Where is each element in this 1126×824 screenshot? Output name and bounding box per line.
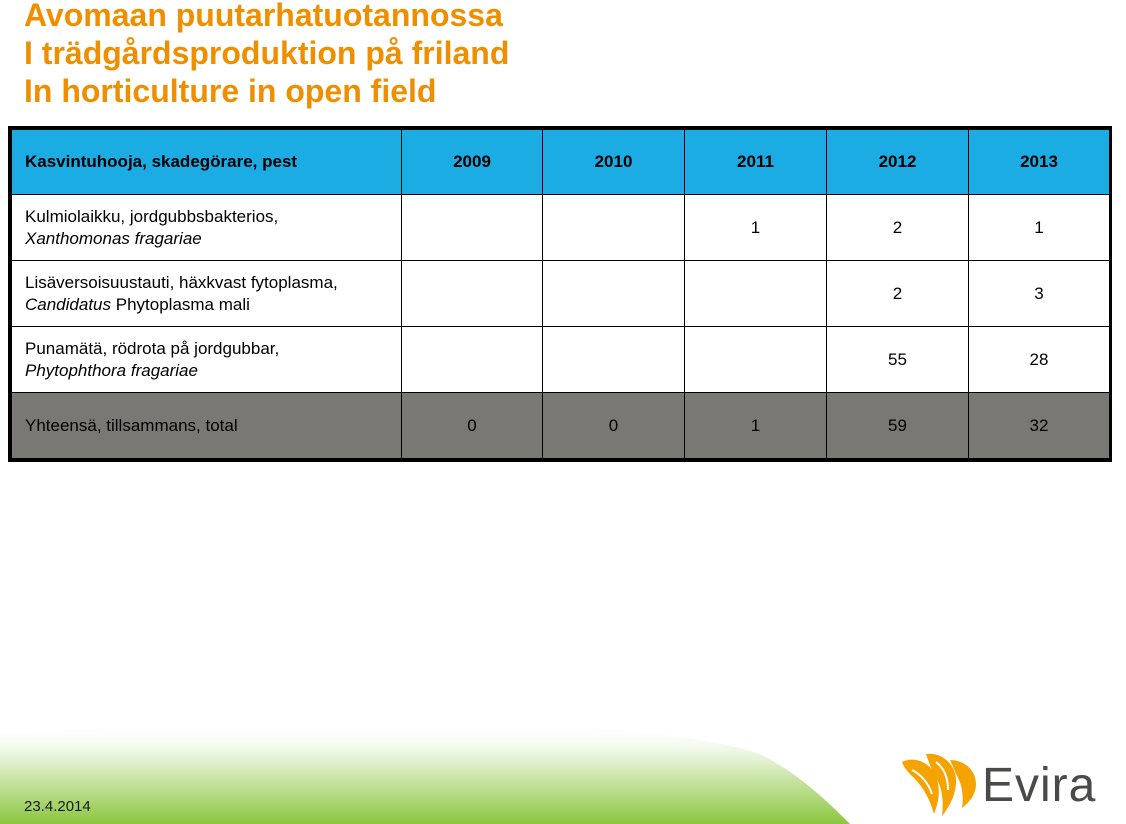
pest-name-cell: Lisäversoisuustauti, häxkvast fytoplasma… [11,260,402,327]
header-year-2013: 2013 [968,129,1110,195]
evira-logo-icon [902,753,976,816]
footer-green-swoosh [0,720,850,824]
value-cell-2011: 1 [684,194,827,261]
total-cell-2013: 32 [968,392,1110,459]
slide-title: Avomaan puutarhatuotannossa I trädgårdsp… [24,0,509,110]
footer-date: 23.4.2014 [24,798,91,815]
table-row: Lisäversoisuustauti, häxkvast fytoplasma… [11,260,1110,327]
pest-scientific-suffix: Phytoplasma mali [111,294,250,314]
pest-common-name: Punamätä, rödrota på jordgubbar, [25,338,280,358]
pest-scientific-name: Candidatus [25,294,112,314]
logo-wordmark: Evira [982,759,1097,812]
value-cell-2010 [542,326,685,393]
table-header-row: Kasvintuhooja, skadegörare, pest 2009 20… [11,129,1110,195]
pest-table-frame: Kasvintuhooja, skadegörare, pest 2009 20… [8,126,1112,462]
value-cell-2012: 55 [826,326,969,393]
title-line-finnish: Avomaan puutarhatuotannossa [24,0,503,33]
pest-name-cell: Punamätä, rödrota på jordgubbar, Phytoph… [11,326,402,393]
header-year-2009: 2009 [401,129,543,195]
value-cell-2009 [401,260,543,327]
total-cell-2011: 1 [684,392,827,459]
header-year-2012: 2012 [826,129,969,195]
table-total-row: Yhteensä, tillsammans, total 0 0 1 59 32 [11,392,1110,459]
evira-logo: Evira [896,748,1108,820]
total-cell-2009: 0 [401,392,543,459]
header-year-2011: 2011 [684,129,827,195]
total-cell-2010: 0 [542,392,685,459]
value-cell-2010 [542,260,685,327]
total-cell-2012: 59 [826,392,969,459]
total-label: Yhteensä, tillsammans, total [11,392,402,459]
value-cell-2011 [684,326,827,393]
table-row: Punamätä, rödrota på jordgubbar, Phytoph… [11,326,1110,393]
value-cell-2010 [542,194,685,261]
title-line-swedish: I trädgårdsproduktion på friland [24,35,510,71]
value-cell-2013: 1 [968,194,1110,261]
header-pest: Kasvintuhooja, skadegörare, pest [11,129,402,195]
value-cell-2013: 3 [968,260,1110,327]
value-cell-2012: 2 [826,194,969,261]
value-cell-2009 [401,326,543,393]
pest-scientific-name: Xanthomonas fragariae [25,228,202,248]
pest-common-name: Lisäversoisuustauti, häxkvast fytoplasma… [25,272,338,292]
header-year-2010: 2010 [542,129,685,195]
title-line-english: In horticulture in open field [24,73,437,109]
value-cell-2013: 28 [968,326,1110,393]
pest-table: Kasvintuhooja, skadegörare, pest 2009 20… [11,129,1110,459]
pest-scientific-name: Phytophthora fragariae [25,360,198,380]
pest-common-name: Kulmiolaikku, jordgubbsbakterios, [25,206,279,226]
value-cell-2011 [684,260,827,327]
value-cell-2012: 2 [826,260,969,327]
pest-name-cell: Kulmiolaikku, jordgubbsbakterios, Xantho… [11,194,402,261]
value-cell-2009 [401,194,543,261]
table-row: Kulmiolaikku, jordgubbsbakterios, Xantho… [11,194,1110,261]
